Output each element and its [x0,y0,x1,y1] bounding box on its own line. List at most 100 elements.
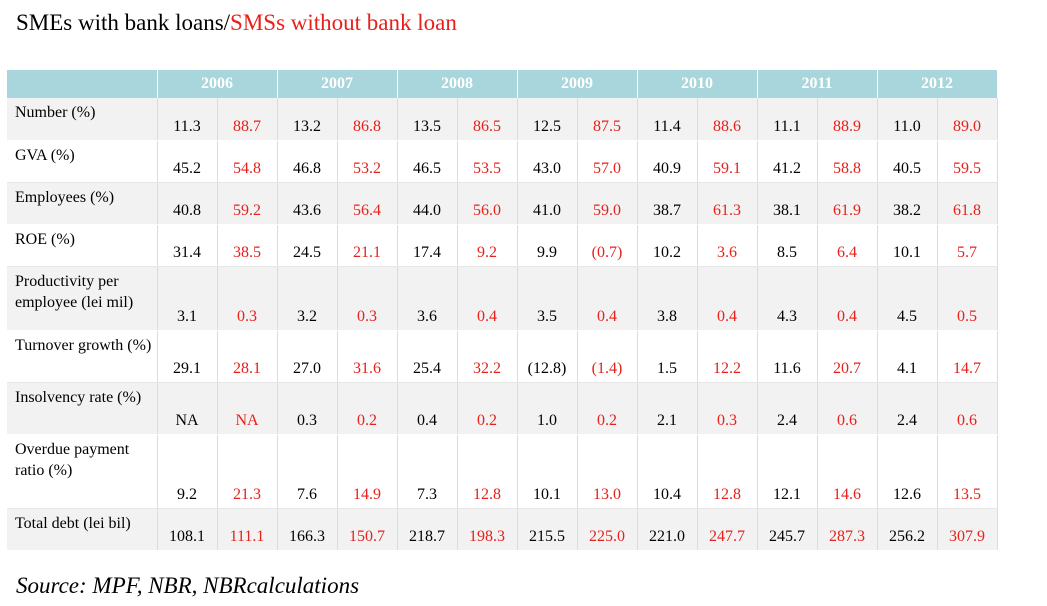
value-without-loans: 0.3 [697,382,758,435]
table-row: Employees (%) 40.8 59.2 43.6 56.4 44.0 56.0 41.… [7,182,998,225]
data-table-container: 2006 2007 2008 2009 2010 2011 2012 Number (%) 1… [7,70,998,551]
year-header: 2011 [757,70,878,98]
value-with-loans: 13.2 [277,98,338,141]
value-with-loans: 10.2 [637,224,698,267]
row-label: ROE (%) [7,224,158,267]
year-header: 2007 [277,70,398,98]
value-with-loans: 2.4 [877,382,938,435]
value-with-loans: 3.1 [157,266,218,331]
value-without-loans: 3.6 [697,224,758,267]
value-with-loans: 11.1 [757,98,818,141]
value-without-loans: 0.3 [217,266,278,331]
value-with-loans: 46.8 [277,140,338,183]
value-without-loans: 56.0 [457,182,518,225]
table-row: GVA (%) 45.2 54.8 46.8 53.2 46.5 53.5 43.0 57.0 4… [7,140,998,183]
value-with-loans: (12.8) [517,330,578,383]
row-label: Number (%) [7,98,158,141]
value-without-loans: 59.0 [577,182,638,225]
value-without-loans: 88.9 [817,98,878,141]
table-row: Number (%) 11.3 88.7 13.2 86.8 13.5 86.5 12.5 87… [7,98,998,141]
value-without-loans: 53.5 [457,140,518,183]
value-with-loans: 29.1 [157,330,218,383]
value-without-loans: 53.2 [337,140,398,183]
value-with-loans: 12.6 [877,434,938,509]
value-with-loans: 108.1 [157,508,218,551]
value-without-loans: 150.7 [337,508,398,551]
value-without-loans: 21.3 [217,434,278,509]
value-with-loans: 2.4 [757,382,818,435]
value-with-loans: 40.9 [637,140,698,183]
value-without-loans: 6.4 [817,224,878,267]
value-with-loans: 25.4 [397,330,458,383]
value-without-loans: 56.4 [337,182,398,225]
value-without-loans: 89.0 [937,98,998,141]
value-with-loans: 0.3 [277,382,338,435]
title-with-loans: SMEs with bank loans/ [16,10,231,35]
value-without-loans: 307.9 [937,508,998,551]
value-without-loans: 0.3 [337,266,398,331]
source-note: Source: MPF, NBR, NBRcalculations [16,573,360,598]
value-without-loans: 38.5 [217,224,278,267]
value-with-loans: 11.3 [157,98,218,141]
value-with-loans: 245.7 [757,508,818,551]
value-with-loans: 38.7 [637,182,698,225]
header-row: 2006 2007 2008 2009 2010 2011 2012 [7,70,998,98]
value-without-loans: 59.1 [697,140,758,183]
value-without-loans: 58.8 [817,140,878,183]
value-with-loans: 44.0 [397,182,458,225]
value-without-loans: 88.6 [697,98,758,141]
value-without-loans: 0.2 [457,382,518,435]
value-without-loans: 61.9 [817,182,878,225]
value-with-loans: 7.6 [277,434,338,509]
value-with-loans: 215.5 [517,508,578,551]
value-with-loans: 4.3 [757,266,818,331]
value-without-loans: 87.5 [577,98,638,141]
value-with-loans: 256.2 [877,508,938,551]
value-without-loans: 61.8 [937,182,998,225]
table-row: Insolvency rate (%) NA NA 0.3 0.2 0.4 0.2 1.0 0.… [7,382,998,435]
value-without-loans: (0.7) [577,224,638,267]
value-without-loans: 12.8 [457,434,518,509]
page-title: SMEs with bank loans/SMSs without bank l… [16,10,457,36]
value-with-loans: 11.0 [877,98,938,141]
year-header: 2012 [877,70,998,98]
value-without-loans: 5.7 [937,224,998,267]
value-with-loans: 12.5 [517,98,578,141]
value-without-loans: 88.7 [217,98,278,141]
value-with-loans: 3.6 [397,266,458,331]
value-without-loans: 0.4 [457,266,518,331]
value-without-loans: 13.0 [577,434,638,509]
value-with-loans: 7.3 [397,434,458,509]
row-label: Total debt (lei bil) [7,508,158,551]
value-with-loans: 27.0 [277,330,338,383]
value-with-loans: 10.1 [877,224,938,267]
value-without-loans: (1.4) [577,330,638,383]
value-without-loans: 0.5 [937,266,998,331]
value-without-loans: 32.2 [457,330,518,383]
year-header: 2009 [517,70,638,98]
value-with-loans: 24.5 [277,224,338,267]
value-with-loans: 9.9 [517,224,578,267]
value-without-loans: 0.2 [577,382,638,435]
value-without-loans: 0.4 [817,266,878,331]
value-without-loans: 0.4 [577,266,638,331]
table-row: ROE (%) 31.4 38.5 24.5 21.1 17.4 9.2 9.9 (0.7) 10… [7,224,998,267]
value-with-loans: NA [157,382,218,435]
value-with-loans: 218.7 [397,508,458,551]
value-with-loans: 0.4 [397,382,458,435]
value-with-loans: 31.4 [157,224,218,267]
row-label: Turnover growth (%) [7,330,158,383]
value-with-loans: 1.0 [517,382,578,435]
year-header: 2008 [397,70,518,98]
value-with-loans: 9.2 [157,434,218,509]
value-without-loans: 247.7 [697,508,758,551]
value-with-loans: 10.4 [637,434,698,509]
value-without-loans: 0.2 [337,382,398,435]
value-with-loans: 41.0 [517,182,578,225]
value-without-loans: 28.1 [217,330,278,383]
row-label: Employees (%) [7,182,158,225]
value-with-loans: 11.4 [637,98,698,141]
value-with-loans: 2.1 [637,382,698,435]
value-with-loans: 3.5 [517,266,578,331]
value-without-loans: 0.6 [937,382,998,435]
